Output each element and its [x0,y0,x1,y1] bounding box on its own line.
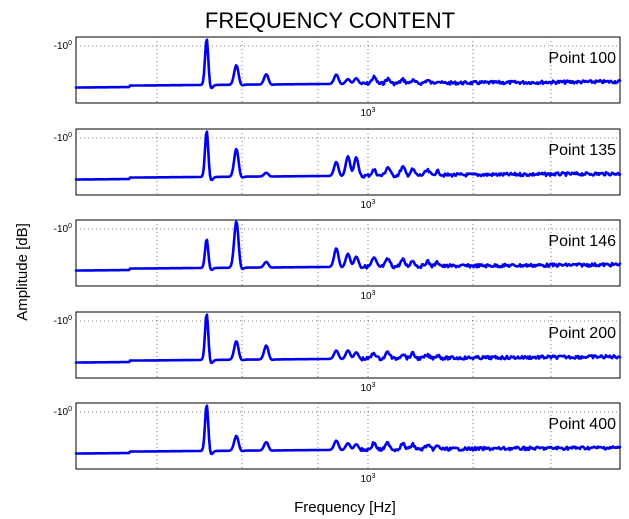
panel-frame [75,311,621,379]
panel-label: Point 100 [548,50,616,67]
spectrum-trace [74,130,622,182]
y-tick-label: -100 [54,132,72,144]
spectrum-trace [74,38,622,90]
chart-title: FREQUENCY CONTENT [205,8,455,33]
panel-frame [75,36,621,104]
x-tick-label: 103 [360,107,375,119]
spectrum-trace [74,313,622,365]
y-tick-label: -100 [54,315,72,327]
panel-label: Point 135 [548,142,616,159]
panel-1: -100 103 Point 100 [54,36,622,119]
spectrum-trace [74,220,622,272]
x-tick-label: 103 [360,473,375,485]
x-tick-label: 103 [360,290,375,302]
panel-frame [75,128,621,196]
panel-4: -100 103 Point 200 [54,311,622,394]
spectrum-trace [74,404,622,456]
x-tick-label: 103 [360,382,375,394]
panel-2: -100 103 Point 135 [54,128,622,211]
x-axis-label: Frequency [Hz] [294,499,396,516]
y-axis-label: Amplitude [dB] [14,223,31,321]
y-tick-label: -100 [54,406,72,418]
panel-frame [75,402,621,470]
panel-label: Point 146 [548,233,616,250]
panel-3: -100 103 Point 146 [54,219,622,302]
y-tick-label: -100 [54,223,72,235]
panel-label: Point 200 [548,325,616,342]
x-tick-label: 103 [360,199,375,211]
panel-5: -100 103 Point 400 [54,402,622,485]
panel-label: Point 400 [548,416,616,433]
y-tick-label: -100 [54,40,72,52]
